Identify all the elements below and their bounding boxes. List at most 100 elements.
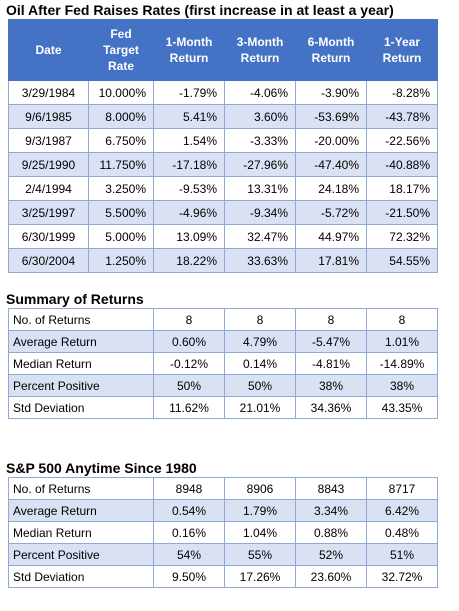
table-cell: -47.40% [295,152,367,177]
table-cell: 52% [295,543,367,566]
table-cell: 8.000% [88,104,154,129]
table-cell: 18.22% [153,248,225,273]
table-cell: 8843 [295,477,367,500]
oil-header-row: Date Fed Target Rate 1-Month Return 3-Month… [8,19,438,81]
table-cell: -9.34% [224,200,296,225]
table-cell: -4.81% [295,352,367,375]
table-cell: -0.12% [153,352,225,375]
header-3-month-return: 3-Month Return [224,19,296,81]
table-cell: 18.17% [366,176,438,201]
row-label-cell: 2/4/1994 [8,176,89,201]
table-row: No. of Returns 8 8 8 8 [8,308,438,331]
table-cell: -20.00% [295,128,367,153]
table-cell: 5.000% [88,224,154,249]
table-cell: 32.47% [224,224,296,249]
table-cell: 6.42% [366,499,438,522]
row-label-cell: 6/30/1999 [8,224,89,249]
table-cell: 13.31% [224,176,296,201]
summary-title: Summary of Returns [6,291,144,307]
row-label-cell: Std Deviation [8,396,154,419]
table-cell: -9.53% [153,176,225,201]
table-cell: 50% [224,374,296,397]
row-label-cell: 9/6/1985 [8,104,89,129]
table-cell: 3.34% [295,499,367,522]
table-cell: -1.79% [153,80,225,105]
table-cell: -21.50% [366,200,438,225]
table-cell: 0.60% [153,330,225,353]
row-label-cell: Median Return [8,521,154,544]
table-cell: 43.35% [366,396,438,419]
row-label-cell: Average Return [8,499,154,522]
row-label-cell: 3/25/1997 [8,200,89,225]
table-cell: 32.72% [366,565,438,588]
row-label-cell: 9/25/1990 [8,152,89,177]
table-row: 6/30/2004 1.250% 18.22% 33.63% 17.81% 54.55% [8,248,438,273]
table-cell: 51% [366,543,438,566]
row-label-cell: Median Return [8,352,154,375]
table-cell: -17.18% [153,152,225,177]
table-cell: 1.250% [88,248,154,273]
table-row: 6/30/1999 5.000% 13.09% 32.47% 44.97% 72.32% [8,224,438,249]
row-label-cell: 6/30/2004 [8,248,89,273]
row-label-cell: Percent Positive [8,374,154,397]
table-cell: 5.41% [153,104,225,129]
table-cell: 13.09% [153,224,225,249]
table-cell: 11.750% [88,152,154,177]
table-cell: 8 [153,308,225,331]
table-cell: 38% [295,374,367,397]
table-cell: -3.90% [295,80,367,105]
header-1-year-return: 1-Year Return [366,19,438,81]
table-cell: 33.63% [224,248,296,273]
table-cell: 5.500% [88,200,154,225]
table-cell: 21.01% [224,396,296,419]
table-cell: 1.54% [153,128,225,153]
table-cell: 1.79% [224,499,296,522]
table-cell: 3.60% [224,104,296,129]
table-row: 3/29/1984 10.000% -1.79% -4.06% -3.90% -8.28% [8,80,438,105]
table-cell: 10.000% [88,80,154,105]
table-row: Average Return 0.60% 4.79% -5.47% 1.01% [8,330,438,353]
table-row: Percent Positive 50% 50% 38% 38% [8,374,438,397]
sp500-title: S&P 500 Anytime Since 1980 [6,460,197,476]
table-cell: -4.06% [224,80,296,105]
row-label-cell: Average Return [8,330,154,353]
table-cell: 23.60% [295,565,367,588]
table-cell: 44.97% [295,224,367,249]
table-cell: -27.96% [224,152,296,177]
table-row: 9/3/1987 6.750% 1.54% -3.33% -20.00% -22.56% [8,128,438,153]
table-cell: 8 [295,308,367,331]
table-cell: 8 [366,308,438,331]
table-cell: 17.81% [295,248,367,273]
table-cell: 4.79% [224,330,296,353]
table-row: 9/6/1985 8.000% 5.41% 3.60% -53.69% -43.78% [8,104,438,129]
table-cell: 72.32% [366,224,438,249]
table-cell: 1.04% [224,521,296,544]
table-cell: 24.18% [295,176,367,201]
row-label-cell: No. of Returns [8,477,154,500]
summary-table: No. of Returns 8 8 8 8 Average Return 0.60% 4.7… [8,308,438,419]
header-date: Date [8,19,89,81]
header-1-month-return: 1-Month Return [153,19,225,81]
header-6-month-return: 6-Month Return [295,19,367,81]
table-row: 2/4/1994 3.250% -9.53% 13.31% 24.18% 18.17% [8,176,438,201]
table-row: Median Return -0.12% 0.14% -4.81% -14.89% [8,352,438,375]
table-cell: 34.36% [295,396,367,419]
table-cell: -4.96% [153,200,225,225]
table-row: No. of Returns 8948 8906 8843 8717 [8,477,438,500]
table-cell: 3.250% [88,176,154,201]
table-cell: 1.01% [366,330,438,353]
row-label-cell: 3/29/1984 [8,80,89,105]
table-cell: -8.28% [366,80,438,105]
table-cell: 38% [366,374,438,397]
table-cell: 8948 [153,477,225,500]
table-cell: 54% [153,543,225,566]
table-cell: 55% [224,543,296,566]
table-row: 9/25/1990 11.750% -17.18% -27.96% -47.40% -40… [8,152,438,177]
table-row: Std Deviation 9.50% 17.26% 23.60% 32.72% [8,565,438,588]
table-cell: -22.56% [366,128,438,153]
table-cell: 0.88% [295,521,367,544]
row-label-cell: 9/3/1987 [8,128,89,153]
table-row: Percent Positive 54% 55% 52% 51% [8,543,438,566]
oil-table-title: Oil After Fed Raises Rates (first increa… [6,2,394,18]
header-fed-target-rate: Fed Target Rate [88,19,154,81]
